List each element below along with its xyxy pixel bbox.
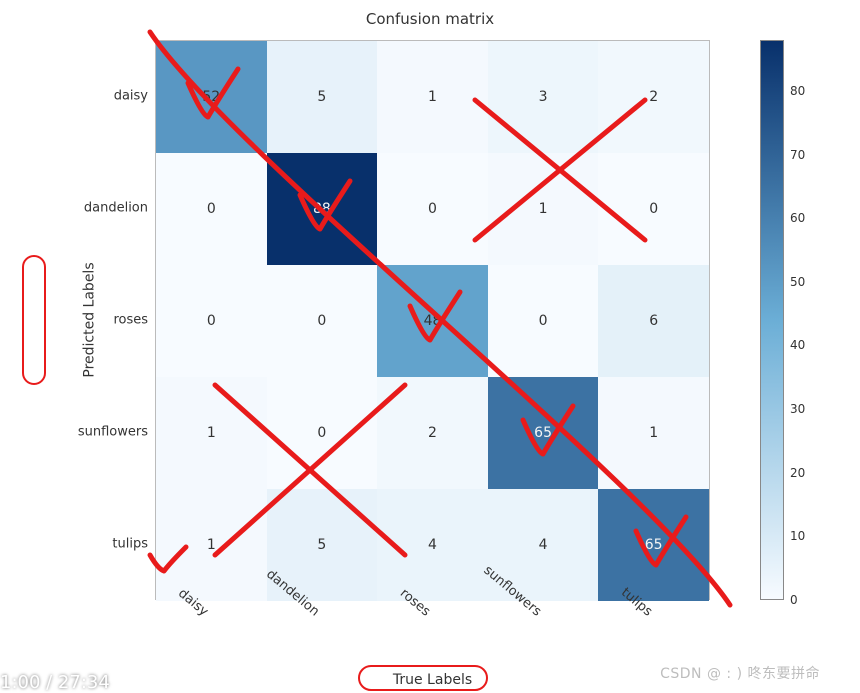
heatmap-cell: 65: [488, 377, 599, 489]
chart-title: Confusion matrix: [0, 10, 860, 28]
video-timecode: 1:00 / 27:34: [0, 672, 110, 693]
watermark-text: CSDN @ : ) 咚东要拼命: [660, 663, 820, 683]
heatmap-cell: 0: [156, 153, 267, 265]
heatmap-cell: 0: [488, 265, 599, 377]
colorbar-tick: 60: [790, 211, 805, 225]
colorbar-tick: 40: [790, 338, 805, 352]
heatmap-cell: 1: [488, 153, 599, 265]
heatmap-cell: 88: [267, 153, 378, 265]
colorbar: [760, 40, 784, 600]
heatmap-cell: 0: [267, 265, 378, 377]
heatmap-cell: 0: [267, 377, 378, 489]
y-tick-label: roses: [48, 313, 148, 328]
colorbar-tick: 80: [790, 84, 805, 98]
colorbar-tick: 30: [790, 402, 805, 416]
colorbar-tick: 10: [790, 529, 805, 543]
colorbar-tick: 70: [790, 148, 805, 162]
heatmap-cell: 0: [377, 153, 488, 265]
heatmap-cell: 0: [156, 265, 267, 377]
heatmap-grid: 525132088010004806102651154465: [155, 40, 710, 600]
colorbar-tick: 20: [790, 466, 805, 480]
colorbar-tick: 50: [790, 275, 805, 289]
heatmap-cell: 1: [156, 377, 267, 489]
heatmap-cell: 6: [598, 265, 709, 377]
annotation-circle-ylabel: [22, 255, 46, 385]
heatmap-cell: 5: [267, 41, 378, 153]
y-tick-label: daisy: [48, 89, 148, 104]
heatmap-cell: 1: [598, 377, 709, 489]
heatmap-cell: 1: [377, 41, 488, 153]
heatmap-cell: 2: [377, 377, 488, 489]
y-tick-label: sunflowers: [48, 425, 148, 440]
heatmap-cell: 52: [156, 41, 267, 153]
confusion-matrix-figure: Confusion matrix 52513208801000480610265…: [0, 0, 860, 693]
colorbar-tick: 0: [790, 593, 798, 607]
heatmap-cell: 2: [598, 41, 709, 153]
y-tick-label: dandelion: [48, 201, 148, 216]
heatmap-cell: 48: [377, 265, 488, 377]
heatmap-cell: 0: [598, 153, 709, 265]
heatmap-cell: 3: [488, 41, 599, 153]
annotation-circle-xlabel: [358, 665, 488, 691]
